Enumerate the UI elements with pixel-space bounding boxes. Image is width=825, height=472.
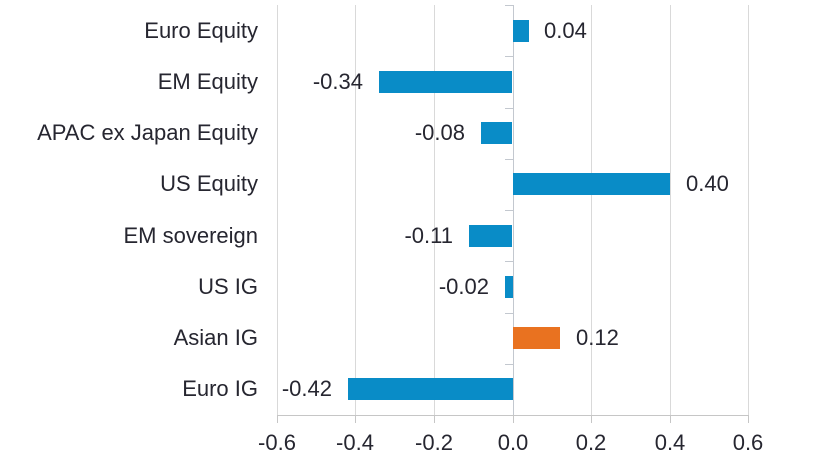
value-label: -0.08 [414, 120, 465, 145]
value-label: 0.12 [576, 325, 619, 350]
category-label: US IG [198, 274, 258, 299]
zero-axis-tick [505, 56, 513, 57]
gridline [434, 5, 435, 415]
x-axis-tick [434, 415, 435, 423]
value-label: 0.40 [686, 171, 729, 196]
x-axis-line [277, 415, 748, 416]
gridline [748, 5, 749, 415]
zero-axis-tick [505, 313, 513, 314]
x-axis-tick-label: 0.6 [732, 430, 764, 455]
zero-axis-tick [505, 364, 513, 365]
zero-axis-tick [505, 261, 513, 262]
x-axis-tick [355, 415, 356, 423]
category-axis-labels: Euro Equity EM Equity APAC ex Japan Equity… [0, 5, 258, 415]
category-label: APAC ex Japan Equity [37, 120, 258, 145]
x-axis-tick [277, 415, 278, 423]
x-axis-tick-label: -0.6 [258, 430, 296, 455]
value-label: -0.02 [438, 274, 489, 299]
category-label: EM sovereign [123, 223, 258, 248]
x-axis-tick-label: 0.2 [575, 430, 607, 455]
x-axis-tick-label: -0.2 [415, 430, 453, 455]
bar-em-equity [379, 71, 512, 93]
bar-us-equity [513, 173, 670, 195]
bar-em-sovereign [469, 225, 512, 247]
zero-axis-tick [505, 5, 513, 6]
gridline [591, 5, 592, 415]
zero-axis-tick [505, 108, 513, 109]
category-label: US Equity [160, 171, 258, 196]
x-axis-tick [670, 415, 671, 423]
gridline [670, 5, 671, 415]
value-label: -0.34 [312, 69, 363, 94]
zero-axis-tick [505, 159, 513, 160]
category-label: Euro IG [182, 376, 258, 401]
x-axis-tick [748, 415, 749, 423]
gridline [277, 5, 278, 415]
category-label: EM Equity [157, 69, 258, 94]
bar-asian-ig [513, 327, 560, 349]
x-axis-tick [591, 415, 592, 423]
x-axis-tick-label: -0.4 [336, 430, 374, 455]
value-label: 0.04 [544, 18, 587, 43]
value-label: -0.42 [281, 376, 332, 401]
x-axis-tick [513, 415, 514, 423]
zero-axis-tick [505, 210, 513, 211]
bar-apac-ex-japan-equity [481, 122, 512, 144]
value-label: -0.11 [404, 223, 453, 248]
bar-us-ig [505, 276, 513, 298]
x-axis-tick-label: 0.4 [654, 430, 686, 455]
zero-axis-line [513, 5, 514, 415]
category-label: Euro Equity [144, 18, 258, 43]
category-label: Asian IG [173, 325, 258, 350]
x-axis-tick-label: 0.0 [497, 430, 529, 455]
bar-euro-ig [348, 378, 513, 400]
gridline [355, 5, 356, 415]
plot-area: 0.04 -0.34 -0.08 0.40 -0.11 -0.02 0.12 -0.42 [277, 5, 749, 423]
bar-euro-equity [513, 20, 529, 42]
